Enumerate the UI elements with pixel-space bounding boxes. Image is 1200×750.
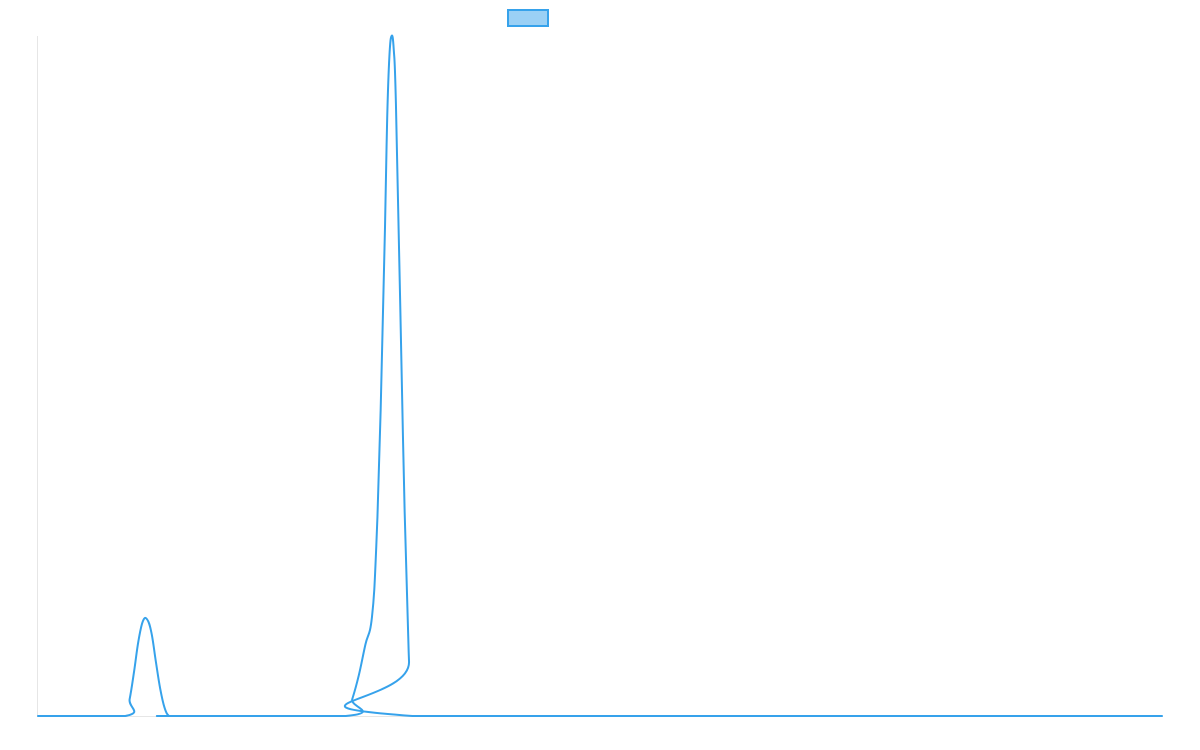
series-line-0[interactable] bbox=[37, 34, 1163, 718]
legend-swatch[interactable] bbox=[507, 9, 549, 27]
legend[interactable] bbox=[507, 9, 549, 27]
series-layer bbox=[37, 34, 1163, 718]
